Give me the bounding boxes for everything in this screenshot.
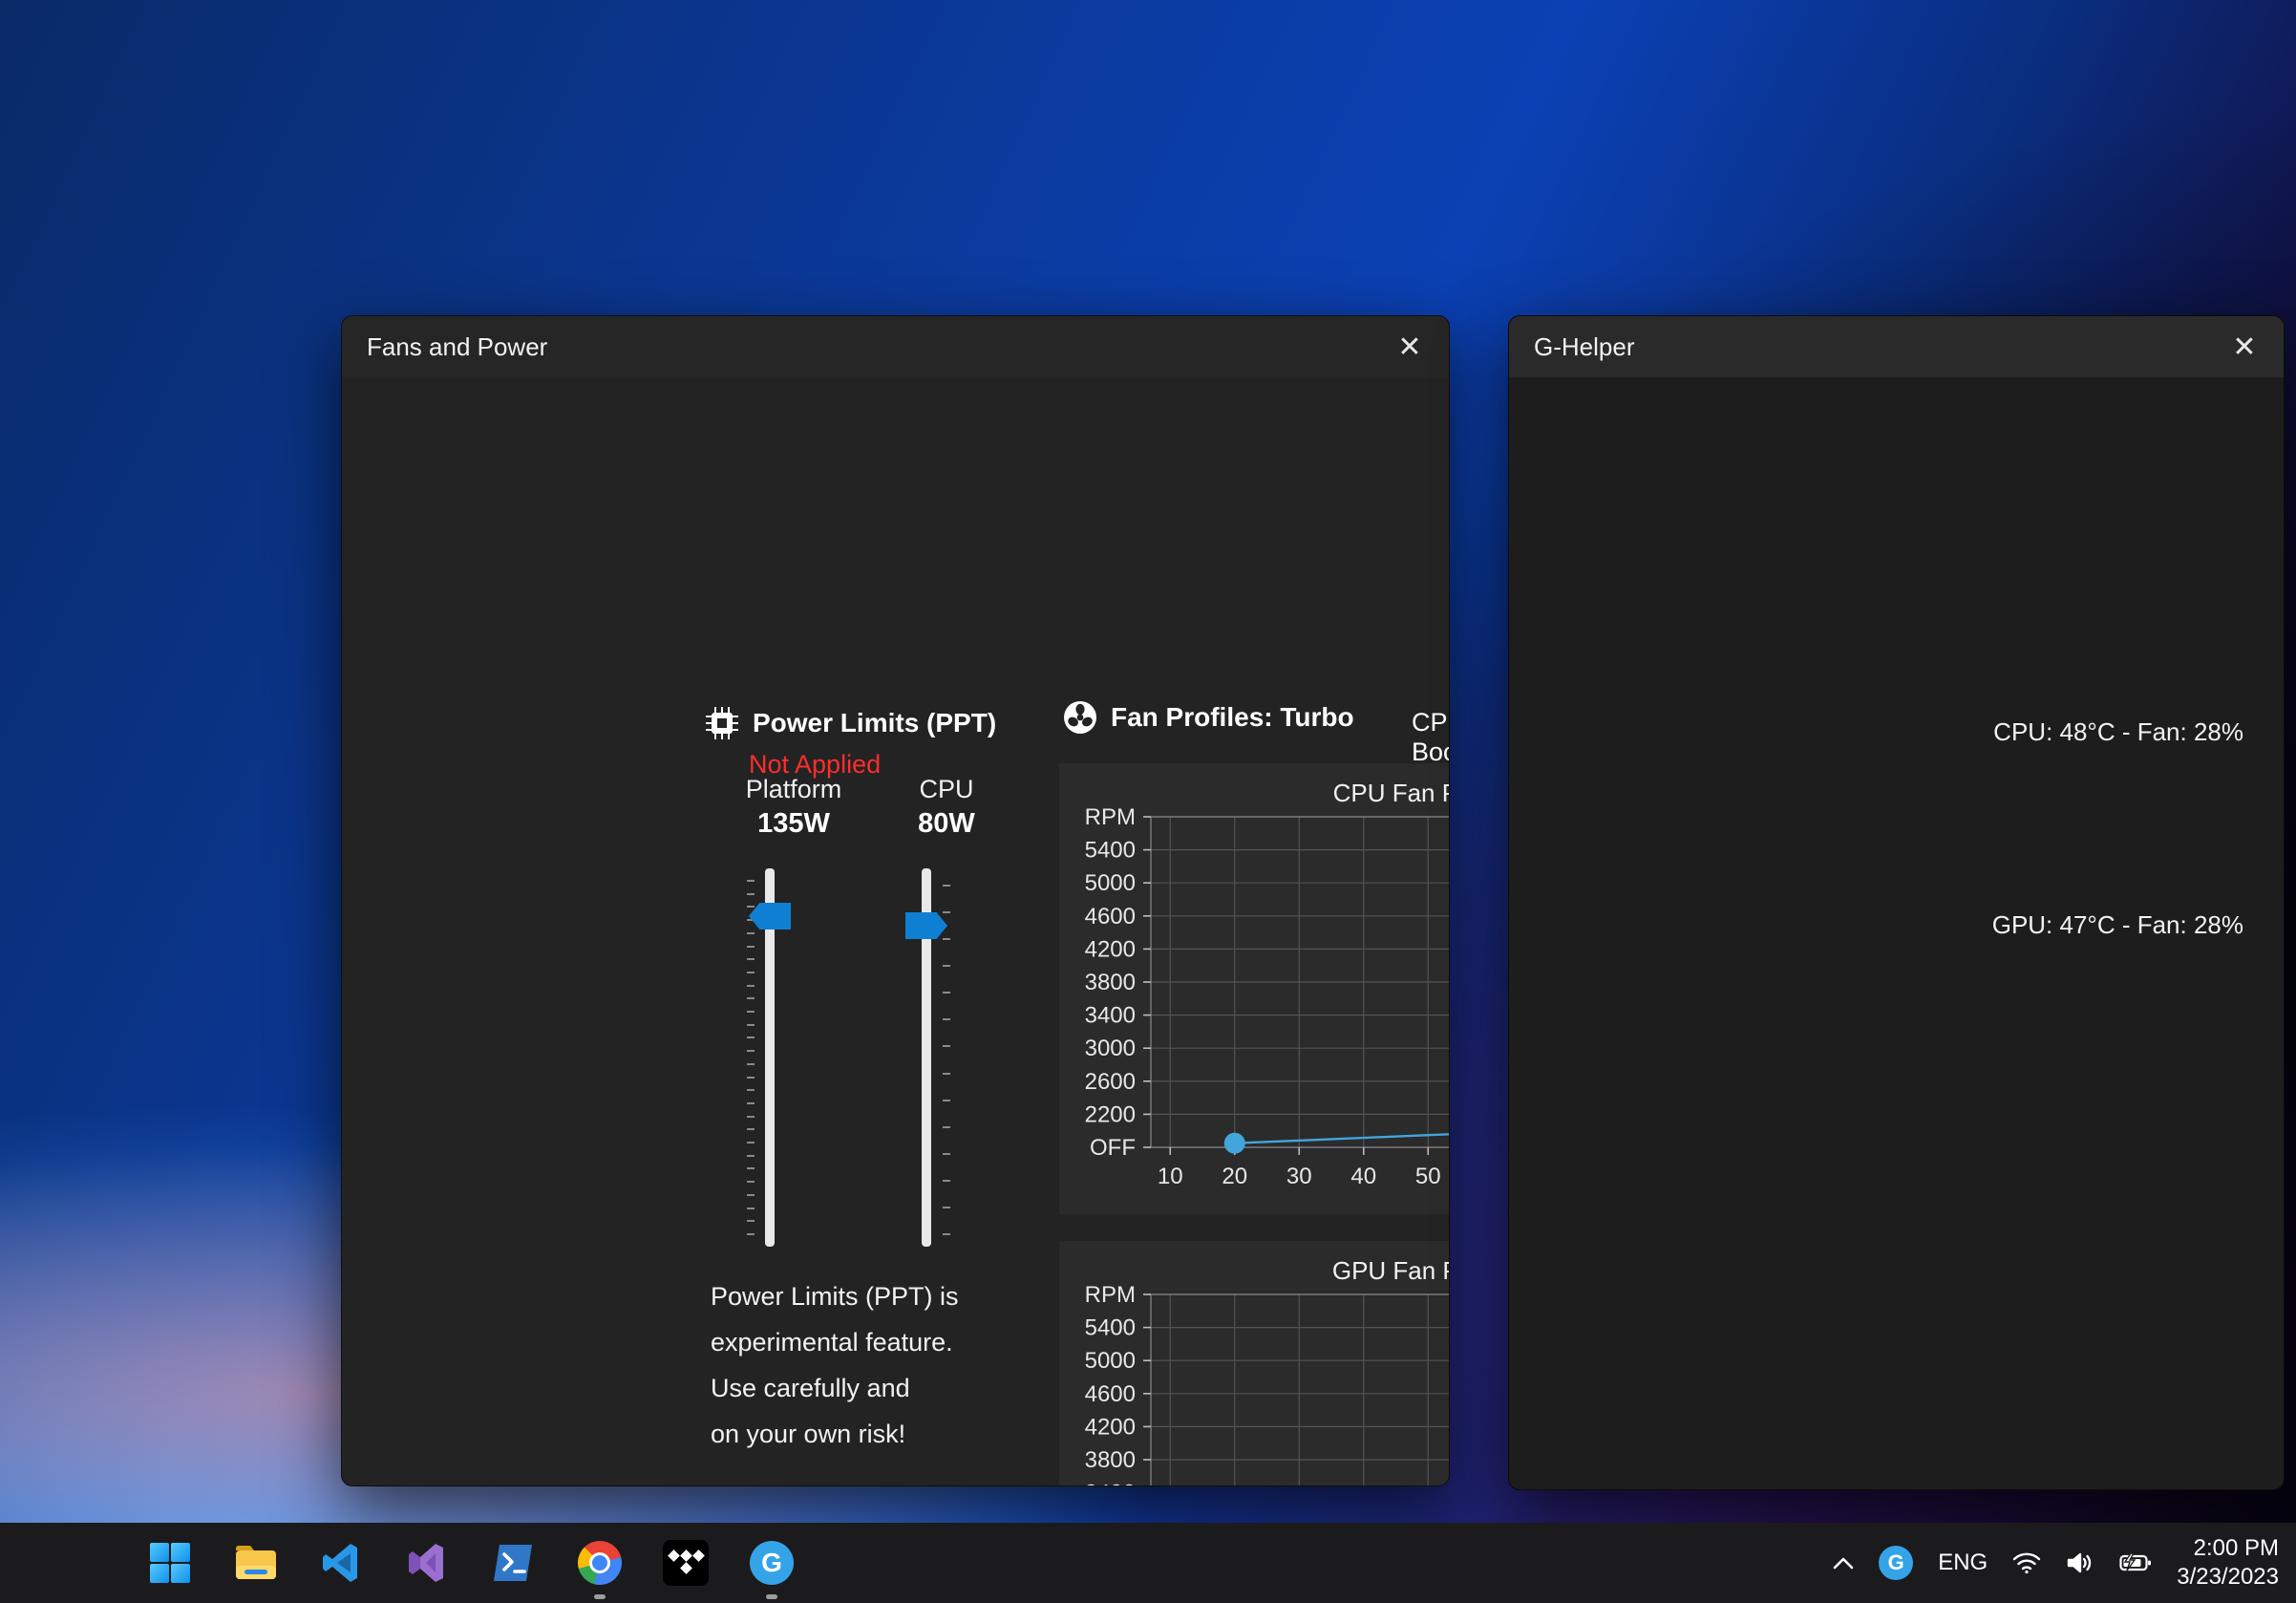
visual-studio-icon[interactable] xyxy=(401,1536,455,1590)
svg-text:3400: 3400 xyxy=(1085,1481,1136,1486)
svg-text:3800: 3800 xyxy=(1085,1447,1136,1473)
vscode-icon[interactable] xyxy=(315,1536,369,1590)
svg-text:RPM: RPM xyxy=(1085,1285,1136,1308)
close-icon[interactable]: ✕ xyxy=(2232,331,2257,363)
svg-text:RPM: RPM xyxy=(1085,807,1136,830)
svg-text:50: 50 xyxy=(1415,1164,1441,1189)
fans-window-title: Fans and Power xyxy=(367,331,548,361)
cpu-limit-label: CPU 80W xyxy=(918,775,975,839)
taskbar: G G ENG 2:00 PM 3/23/2023 xyxy=(0,1523,2296,1603)
fans-and-power-window: Fans and Power ✕ Power Limits (PPT) Not … xyxy=(341,315,1450,1486)
svg-text:5000: 5000 xyxy=(1085,1348,1136,1374)
svg-text:5400: 5400 xyxy=(1085,838,1136,864)
ghelper-tray-icon[interactable]: G xyxy=(1879,1546,1914,1580)
volume-icon[interactable] xyxy=(2066,1550,2094,1575)
file-explorer-icon[interactable] xyxy=(229,1536,283,1590)
fan-profiles-title: Fan Profiles: Turbo xyxy=(1111,702,1354,732)
svg-text:2600: 2600 xyxy=(1085,1069,1136,1095)
taskbar-apps: G xyxy=(143,1536,798,1599)
running-indicator xyxy=(766,1594,777,1599)
power-limits-heading: Power Limits (PPT) xyxy=(705,706,996,740)
svg-text:4600: 4600 xyxy=(1085,904,1136,930)
svg-text:3400: 3400 xyxy=(1085,1003,1136,1029)
start-button[interactable] xyxy=(143,1536,197,1590)
svg-text:3800: 3800 xyxy=(1085,970,1136,995)
cpu-power-slider[interactable] xyxy=(905,868,947,1247)
tidal-icon[interactable] xyxy=(659,1536,712,1590)
fan-icon xyxy=(1063,700,1097,735)
running-indicator xyxy=(594,1594,606,1599)
power-limits-note-2: Use carefully and on your own risk! xyxy=(711,1374,910,1448)
cpu-fan-chart-title: CPU Fan Profile xyxy=(1332,779,1449,807)
system-tray: G ENG 2:00 PM 3/23/2023 xyxy=(1833,1534,2279,1592)
gpu-fan-chart[interactable]: OFF220026003000340038004200460050005400R… xyxy=(1059,1285,1449,1486)
svg-text:5400: 5400 xyxy=(1085,1315,1136,1341)
language-indicator[interactable]: ENG xyxy=(1938,1550,1988,1575)
gpu-fan-chart-panel[interactable]: GPU Fan Profile OFF220026003000340038004… xyxy=(1059,1241,1449,1486)
ghelper-window: G-Helper ✕ Performance Mode CPU: 48°C - … xyxy=(1508,315,2285,1490)
svg-text:30: 30 xyxy=(1286,1164,1312,1189)
svg-text:2200: 2200 xyxy=(1085,1101,1136,1127)
clock-time: 2:00 PM xyxy=(2193,1535,2279,1561)
cpu-temp-status: CPU: 48°C - Fan: 28% xyxy=(1993,717,2243,746)
power-limits-note-1: Power Limits (PPT) is experimental featu… xyxy=(711,1282,959,1357)
cpu-fan-chart[interactable]: OFF 2200 2600 3000 3400 3800 4200 4600 5000 5400 R… xyxy=(1059,807,1449,1207)
cpu-slider-thumb[interactable] xyxy=(905,912,947,939)
gpu-fan-chart-title: GPU Fan Profile xyxy=(1331,1256,1449,1285)
fans-window-titlebar: Fans and Power ✕ xyxy=(342,316,1449,377)
cpu-slider-ticks xyxy=(943,885,951,1235)
svg-text:4600: 4600 xyxy=(1085,1381,1136,1407)
platform-power-slider[interactable] xyxy=(749,868,791,1247)
clock-date: 3/23/2023 xyxy=(2177,1564,2279,1590)
terminal-icon[interactable] xyxy=(487,1536,541,1590)
chrome-icon[interactable] xyxy=(573,1536,627,1599)
fan-profiles-header: Fan Profiles: Turbo xyxy=(1063,700,1449,735)
wifi-icon[interactable] xyxy=(2012,1551,2041,1574)
power-limit-labels: Platform 135W CPU 80W xyxy=(717,775,1023,840)
cpu-boost-label: CPU Boost xyxy=(1412,708,1449,766)
svg-text:3000: 3000 xyxy=(1085,1036,1136,1061)
platform-slider-ticks xyxy=(747,880,755,1235)
svg-text:10: 10 xyxy=(1158,1164,1183,1189)
cpu-fan-chart-panel[interactable]: CPU Fan Profile OFF 2200 2600 3000 3400 3800 4… xyxy=(1059,763,1449,1214)
clock[interactable]: 2:00 PM 3/23/2023 xyxy=(2177,1534,2279,1592)
power-limits-title: Power Limits (PPT) xyxy=(753,708,997,737)
chip-icon xyxy=(705,706,739,740)
platform-limit-label: Platform 135W xyxy=(745,775,842,839)
gpu-temp-status: GPU: 47°C - Fan: 28% xyxy=(1991,910,2243,939)
svg-text:4200: 4200 xyxy=(1085,936,1136,962)
close-icon[interactable]: ✕ xyxy=(1397,331,1422,363)
chevron-up-icon[interactable] xyxy=(1833,1556,1854,1570)
ghelper-taskbar-icon[interactable]: G xyxy=(745,1536,798,1599)
power-limits-status: Not Applied xyxy=(749,750,882,779)
battery-icon[interactable] xyxy=(2119,1552,2152,1573)
svg-text:20: 20 xyxy=(1222,1164,1247,1189)
svg-text:5000: 5000 xyxy=(1085,870,1136,896)
svg-text:OFF: OFF xyxy=(1090,1135,1136,1161)
ghelper-titlebar: G-Helper ✕ xyxy=(1509,316,2284,377)
svg-text:40: 40 xyxy=(1350,1164,1376,1189)
ghelper-window-title: G-Helper xyxy=(1534,331,1635,361)
svg-text:4200: 4200 xyxy=(1085,1414,1136,1440)
